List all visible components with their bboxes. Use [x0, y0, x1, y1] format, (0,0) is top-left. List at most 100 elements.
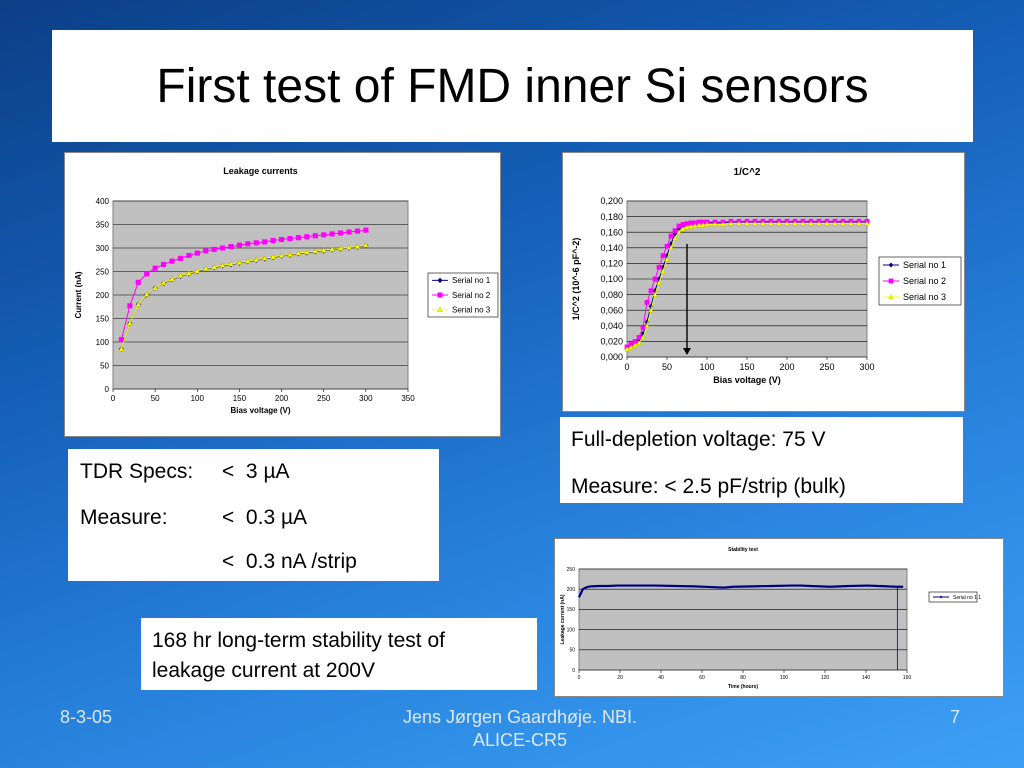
data-point — [337, 245, 344, 251]
x-tick-label: 160 — [903, 675, 912, 681]
y-axis-label: Leakage current (nA) — [560, 594, 566, 644]
x-tick-label: 60 — [699, 675, 705, 681]
data-point — [177, 272, 184, 278]
chart-title: Stability test — [728, 547, 758, 553]
data-point — [312, 248, 319, 254]
y-axis-label: Current (nA) — [74, 271, 83, 318]
stability-chart-svg: Stability test 0 50 100 150 200 250 0 20 40 60 80 10… — [560, 547, 981, 690]
stability-box: 168 hr long-term stability test of leaka… — [141, 618, 537, 690]
data-point — [228, 244, 234, 250]
data-point — [262, 239, 268, 245]
x-tick-label: 0 — [578, 675, 581, 681]
data-point — [304, 249, 310, 255]
chart-title: 1/C^2 — [734, 167, 761, 178]
tdr-row-2-value: < 0.3 µA — [222, 506, 308, 529]
data-point — [784, 220, 790, 226]
data-point — [792, 220, 798, 226]
data-point — [338, 230, 344, 236]
x-tick-label: 250 — [317, 394, 331, 403]
legend-marker — [437, 306, 443, 312]
y-tick-label: 350 — [96, 220, 110, 229]
data-point — [680, 226, 686, 232]
y-tick-label: 0,000 — [600, 352, 623, 362]
data-point — [648, 288, 654, 294]
capacitance-chart-svg: 1/C^2 0,000 0,020 0,040 0,060 0,080 0,100 0,120… — [571, 167, 962, 385]
legend-marker — [437, 277, 443, 284]
y-tick-label: 0,140 — [600, 243, 623, 253]
y-tick-label: 50 — [569, 648, 575, 654]
y-tick-label: 100 — [96, 338, 110, 347]
data-point — [203, 248, 209, 254]
data-point — [824, 220, 830, 226]
data-point — [118, 337, 124, 343]
data-point — [295, 250, 302, 256]
y-tick-label: 0,180 — [600, 212, 623, 222]
legend-entry: Serial no 1 — [452, 276, 491, 285]
x-tick-label: 0 — [624, 362, 629, 372]
x-tick-label: 150 — [233, 394, 247, 403]
data-point — [816, 220, 822, 226]
y-tick-label: 300 — [96, 244, 110, 253]
data-point — [728, 220, 734, 226]
x-tick-label: 50 — [662, 362, 672, 372]
data-point — [700, 222, 706, 228]
legend-entry: Serial no 2 — [452, 291, 491, 300]
x-axis-label: Bias voltage (V) — [713, 375, 781, 385]
chart-title: Leakage currents — [223, 166, 298, 176]
data-point — [696, 222, 702, 228]
x-tick-label: 40 — [658, 675, 664, 681]
data-point — [135, 301, 142, 307]
data-point — [760, 220, 766, 226]
data-point — [220, 245, 226, 251]
data-point — [194, 250, 200, 256]
data-point — [648, 307, 654, 313]
stability-line-1: 168 hr long-term stability test of — [152, 629, 445, 652]
y-tick-label: 200 — [96, 291, 110, 300]
data-point — [127, 303, 133, 309]
legend-marker — [888, 278, 894, 284]
footer-page-number: 7 — [950, 707, 961, 727]
x-tick-label: 100 — [191, 394, 205, 403]
data-point — [270, 237, 276, 244]
tdr-specs-box: TDR Specs: < 3 µA Measure: < 0.3 µA < 0.… — [68, 449, 439, 581]
data-point — [346, 244, 352, 250]
footer-author-line-2: ALICE-CR5 — [472, 730, 568, 750]
y-tick-label: 250 — [96, 267, 110, 276]
x-tick-label: 140 — [862, 675, 871, 681]
y-tick-label: 0,160 — [600, 227, 623, 237]
legend-entry: Serial no 2 — [903, 276, 946, 286]
data-point — [135, 279, 141, 285]
data-point — [676, 229, 682, 235]
data-point — [644, 322, 650, 328]
data-point — [632, 342, 638, 348]
y-tick-label: 150 — [567, 607, 576, 613]
data-point — [672, 235, 678, 241]
x-tick-label: 0 — [111, 394, 116, 403]
data-point — [652, 276, 658, 282]
data-point — [329, 231, 335, 237]
data-point — [636, 335, 642, 340]
data-point — [219, 262, 226, 268]
x-tick-label: 20 — [617, 675, 623, 681]
y-tick-label: 0 — [105, 385, 110, 394]
data-point — [636, 340, 642, 346]
data-point — [169, 275, 175, 282]
data-point — [354, 228, 360, 234]
data-point — [186, 252, 192, 259]
footer-date: 8-3-05 — [60, 707, 113, 727]
data-point — [261, 255, 268, 261]
legend-box — [928, 591, 978, 603]
y-tick-label: 200 — [567, 587, 576, 593]
data-point — [363, 242, 369, 248]
data-point — [692, 223, 698, 228]
data-point — [800, 220, 806, 226]
legend-entry: Serial no 1 1 — [953, 595, 981, 601]
depletion-line-1: Full-depletion voltage: 75 V — [571, 428, 826, 451]
x-tick-label: 300 — [859, 362, 874, 372]
data-point — [194, 267, 201, 274]
data-point — [672, 228, 678, 233]
data-point — [704, 221, 710, 227]
data-point — [644, 300, 650, 305]
data-point — [143, 291, 150, 297]
y-tick-label: 0 — [572, 668, 575, 674]
